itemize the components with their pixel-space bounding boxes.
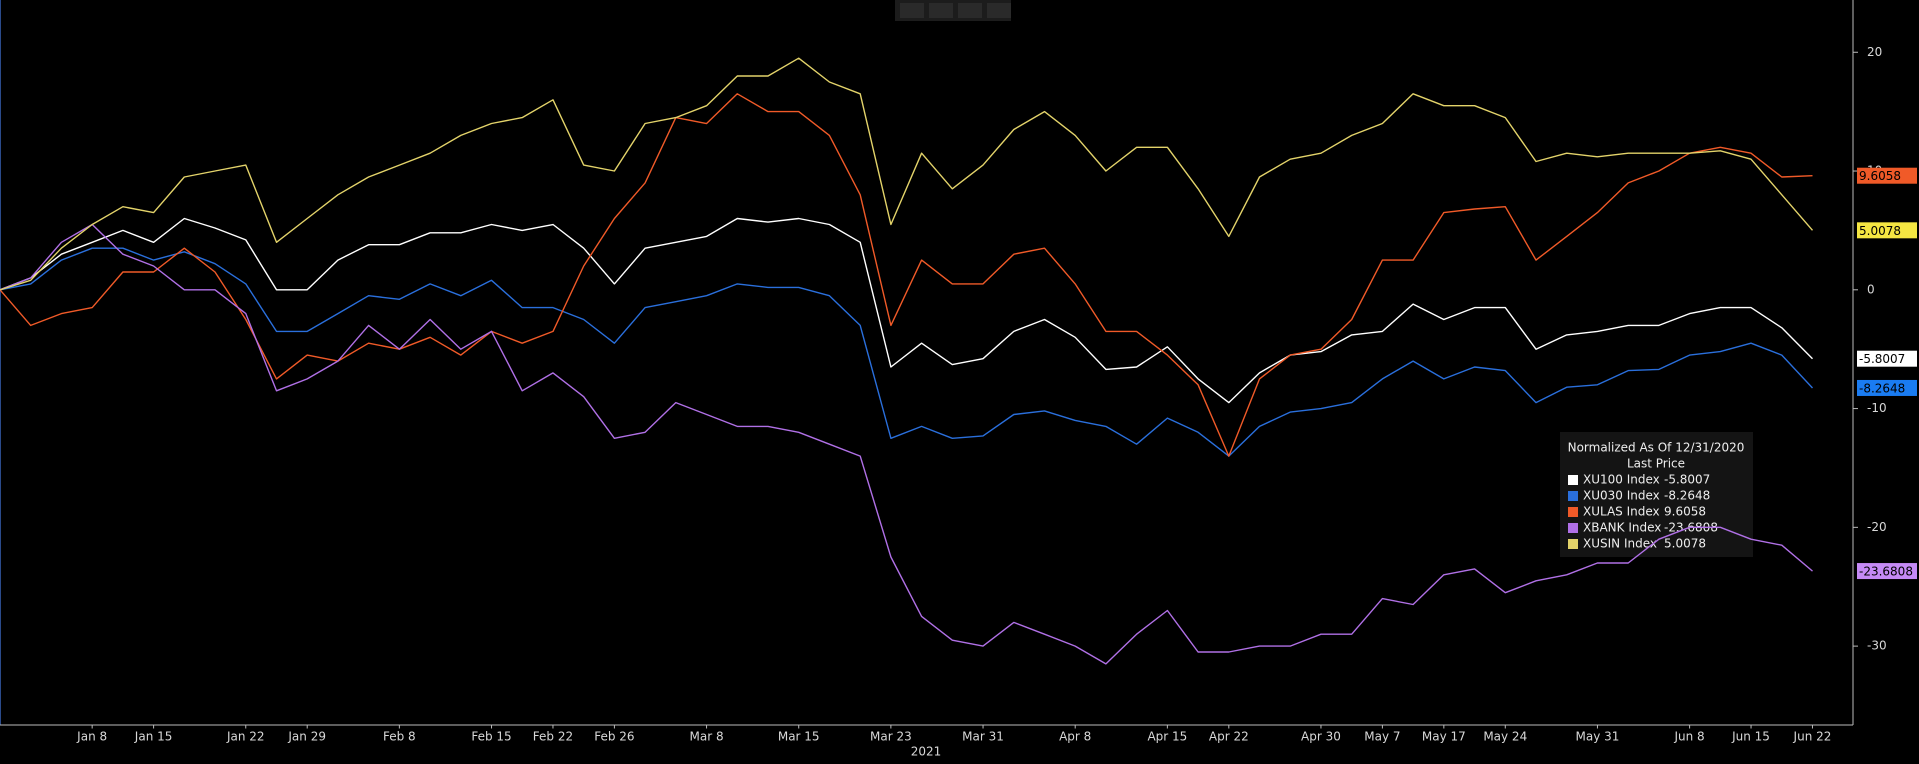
- y-tick-label: -30: [1867, 639, 1887, 653]
- x-tick-label: Feb 22: [533, 730, 573, 744]
- legend-swatch: [1568, 507, 1578, 517]
- x-tick-label: May 7: [1364, 730, 1400, 744]
- y-tick-label: -10: [1867, 401, 1887, 415]
- series-line: [0, 223, 1813, 665]
- legend-swatch: [1568, 539, 1578, 549]
- legend-swatch: [1568, 491, 1578, 501]
- legend-title: Normalized As Of 12/31/2020: [1568, 441, 1745, 455]
- legend-value: 5.0078: [1664, 537, 1706, 551]
- end-tag: [1857, 167, 1917, 184]
- legend-swatch: [1568, 475, 1578, 485]
- legend-value: -8.2648: [1664, 489, 1710, 503]
- x-tick-label: Jan 15: [134, 730, 173, 744]
- series-line: [0, 93, 1813, 457]
- legend-subtitle: Last Price: [1627, 457, 1685, 471]
- end-tag-label: 5.0078: [1859, 224, 1901, 238]
- y-tick-label: -20: [1867, 520, 1887, 534]
- x-tick-label: Apr 30: [1301, 730, 1341, 744]
- toolbar: [895, 0, 1011, 21]
- legend-label: XBANK Index: [1583, 521, 1661, 535]
- x-tick-label: May 31: [1575, 730, 1619, 744]
- legend: Normalized As Of 12/31/2020 Last Price X…: [1560, 432, 1753, 557]
- legend-value: 9.6058: [1664, 505, 1706, 519]
- x-tick-label: Jan 29: [287, 730, 326, 744]
- x-tick-label: Jan 8: [76, 730, 107, 744]
- x-tick-label: Jun 22: [1793, 730, 1832, 744]
- x-tick-label: Apr 15: [1147, 730, 1187, 744]
- x-tick-label: Apr 8: [1059, 730, 1091, 744]
- legend-swatch: [1568, 523, 1578, 533]
- series-line: [0, 247, 1814, 457]
- end-tag-label: -8.2648: [1859, 381, 1905, 395]
- end-tag: [1857, 350, 1917, 367]
- end-tag: [1857, 379, 1917, 396]
- x-tick-label: Jan 22: [226, 730, 265, 744]
- legend-label: XULAS Index: [1583, 505, 1660, 519]
- series-line: [0, 217, 1813, 404]
- x-axis-label: 2021: [911, 745, 942, 759]
- toolbar-button[interactable]: [900, 3, 924, 18]
- legend-value: -5.8007: [1664, 473, 1710, 487]
- end-tag-label: -23.6808: [1859, 565, 1913, 579]
- y-tick-label: 20: [1867, 45, 1882, 59]
- toolbar-button[interactable]: [958, 3, 982, 18]
- legend-label: XUSIN Index: [1583, 537, 1657, 551]
- x-tick-label: Feb 8: [383, 730, 416, 744]
- x-tick-label: Mar 23: [870, 730, 912, 744]
- series-line: [0, 57, 1814, 291]
- x-tick-label: Jun 8: [1673, 730, 1704, 744]
- end-tag-label: -5.8007: [1859, 352, 1905, 366]
- x-tick-label: Feb 26: [594, 730, 634, 744]
- toolbar-button[interactable]: [929, 3, 953, 18]
- legend-box: [1560, 432, 1753, 557]
- x-tick-label: May 24: [1483, 730, 1527, 744]
- toolbar-button[interactable]: [987, 3, 1011, 18]
- legend-label: XU100 Index: [1583, 473, 1660, 487]
- x-tick-label: May 17: [1422, 730, 1466, 744]
- x-tick-label: Mar 31: [962, 730, 1004, 744]
- end-tag: [1857, 563, 1917, 580]
- x-tick-label: Feb 15: [471, 730, 511, 744]
- x-tick-label: Jun 15: [1731, 730, 1770, 744]
- end-tag-label: 9.6058: [1859, 169, 1901, 183]
- y-tick-label: 0: [1867, 282, 1875, 296]
- end-tag: [1857, 222, 1917, 239]
- x-tick-label: Mar 8: [690, 730, 724, 744]
- x-tick-label: Apr 22: [1209, 730, 1249, 744]
- legend-label: XU030 Index: [1583, 489, 1660, 503]
- x-tick-label: Mar 15: [778, 730, 820, 744]
